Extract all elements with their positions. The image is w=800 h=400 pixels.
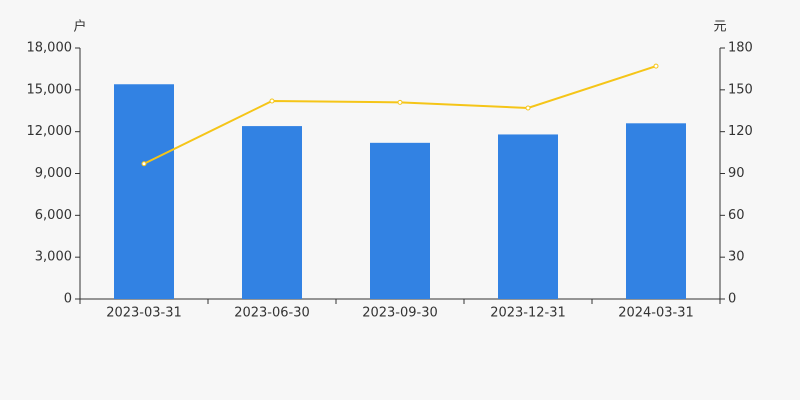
bar xyxy=(370,142,430,299)
y-tick-label: 0 xyxy=(64,292,72,307)
bar xyxy=(114,84,174,299)
y2-tick-label: 30 xyxy=(728,250,745,265)
x-tick-label: 2023-06-30 xyxy=(234,306,310,321)
line-point xyxy=(141,161,147,167)
y-tick-label: 12,000 xyxy=(27,124,73,139)
y2-tick-label: 150 xyxy=(728,82,753,97)
y-tick-label: 6,000 xyxy=(35,208,72,223)
y2-tick-label: 0 xyxy=(728,292,736,307)
y-axis-title: 户 xyxy=(73,19,86,35)
line-point xyxy=(269,98,275,104)
x-tick-label: 2023-09-30 xyxy=(362,306,438,321)
line-point xyxy=(525,105,531,111)
x-tick-label: 2023-03-31 xyxy=(106,306,182,321)
bar xyxy=(242,126,302,299)
y2-tick-label: 180 xyxy=(728,41,753,56)
y2-tick-label: 60 xyxy=(728,208,745,223)
y-tick-label: 18,000 xyxy=(27,41,73,56)
y2-axis-title: 元 xyxy=(713,20,726,35)
x-tick-label: 2023-12-31 xyxy=(490,306,566,321)
bar xyxy=(626,123,686,299)
x-tick-label: 2024-03-31 xyxy=(618,306,694,321)
line-point xyxy=(397,99,403,105)
y-tick-label: 9,000 xyxy=(35,166,72,181)
y2-tick-label: 90 xyxy=(728,166,745,181)
line-point xyxy=(653,63,659,69)
y-tick-label: 3,000 xyxy=(35,250,72,265)
bar xyxy=(498,134,558,299)
y2-tick-label: 120 xyxy=(728,124,753,139)
y-tick-label: 15,000 xyxy=(27,82,73,97)
